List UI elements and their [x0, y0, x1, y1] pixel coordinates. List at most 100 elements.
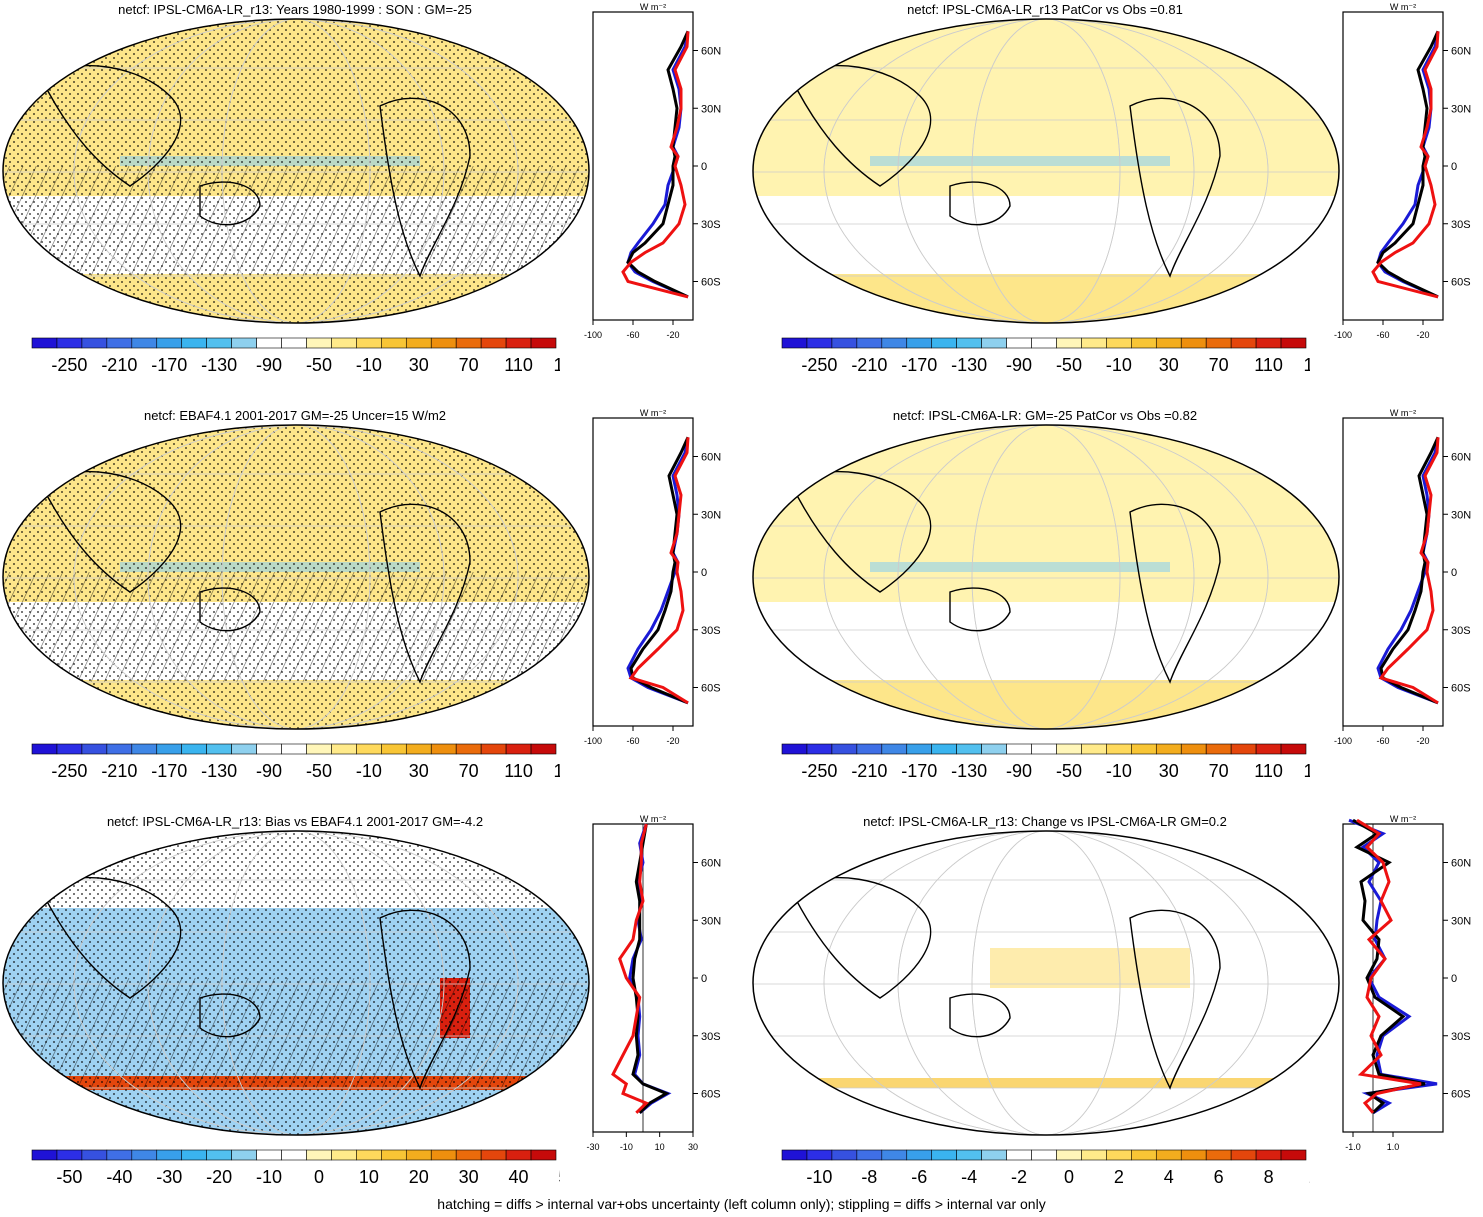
colorbar-swatch: [181, 337, 207, 349]
southern-change: [753, 1078, 1339, 1088]
colorbar-swatch: [381, 1149, 407, 1161]
colorbar-swatch: [956, 1149, 982, 1161]
colorbar-swatch: [1031, 337, 1057, 349]
colorbar-label: -50: [1056, 761, 1082, 781]
colorbar-swatch: [455, 743, 482, 755]
world-map: [752, 424, 1340, 730]
colorbar-swatch: [480, 337, 507, 349]
colorbar-swatch: [530, 337, 557, 349]
profile-unit: W m⁻²: [640, 408, 666, 418]
zonal-profile: W m⁻² 60N 30N 0 30S 60S -100 -60 -20: [584, 2, 721, 340]
map-panel-1: netcf: IPSL-CM6A-LR_r13: Years 1980-1999…: [0, 0, 741, 405]
world-map: [752, 830, 1340, 1136]
profile-series-1: [1348, 818, 1438, 1115]
colorbar-swatch: [1180, 1149, 1207, 1161]
colorbar-label: -250: [801, 761, 837, 781]
hatching: [3, 572, 589, 682]
colorbar-swatch: [1230, 337, 1257, 349]
colorbar-label: 70: [1209, 355, 1229, 375]
colorbar-swatch: [881, 337, 908, 349]
colorbar: -250 -210 -170 -130 -90 -50 -10 30 70 110 150: [31, 337, 560, 375]
graticule: [147, 831, 445, 1135]
profile-series-2: [1352, 818, 1426, 1114]
colorbar-label: -210: [851, 761, 887, 781]
colorbar-swatch: [856, 337, 883, 349]
colorbar-swatch: [31, 743, 58, 755]
colorbar-swatch: [505, 1149, 532, 1161]
lat-label: 60N: [701, 46, 721, 58]
graticule: [971, 425, 1121, 729]
colorbar-swatch: [931, 1149, 957, 1161]
zonal-profile: W m⁻² 60N 30N 0 30S 60S -100 -60 -20: [1334, 408, 1471, 746]
lat-label: 60S: [1451, 1089, 1471, 1101]
profile-series-1: [1376, 437, 1440, 705]
colorbar-swatch: [231, 1149, 257, 1161]
colorbar-swatch: [405, 743, 432, 755]
colorbar-swatch: [1280, 1149, 1307, 1161]
colorbar-swatch: [231, 337, 257, 349]
colorbar-swatch: [31, 1149, 58, 1161]
colorbar-swatch: [856, 743, 883, 755]
lat-label: 60S: [701, 683, 721, 695]
colorbar: -250 -210 -170 -130 -90 -50 -10 30 70 110 150: [781, 743, 1310, 781]
lat-label: 30S: [701, 219, 721, 231]
colorbar-swatch: [156, 337, 183, 349]
colorbar-swatch: [331, 337, 357, 349]
colorbar-swatch: [906, 1149, 933, 1161]
colorbar-label: 10: [359, 1167, 379, 1187]
colorbar-swatch: [331, 743, 357, 755]
lat-label: 60N: [701, 452, 721, 464]
colorbar-swatch: [1180, 743, 1207, 755]
colorbar-swatch: [181, 1149, 207, 1161]
colorbar-swatch: [806, 337, 833, 349]
map-title: netcf: EBAF4.1 2001-2017 GM=-25 Uncer=15…: [143, 408, 447, 423]
lat-label: 0: [701, 973, 707, 985]
colorbar-swatch: [831, 743, 858, 755]
world-map: [2, 830, 590, 1136]
colorbar-label: 40: [509, 1167, 529, 1187]
colorbar-swatch: [1006, 1149, 1032, 1161]
map-panel-3: netcf: EBAF4.1 2001-2017 GM=-25 Uncer=15…: [0, 406, 741, 811]
colorbar-swatch: [781, 743, 808, 755]
colorbar-swatch: [981, 337, 1007, 349]
graticule: [823, 425, 1269, 729]
graticule: [73, 831, 519, 1135]
graticule: [823, 19, 1269, 323]
profile-series-3: [621, 31, 690, 299]
colorbar-swatch: [881, 1149, 908, 1161]
colorbar-label: 150: [1303, 355, 1310, 375]
colorbar: -10 -8 -6 -4 -2 0 2 4 6 8 10: [781, 1149, 1310, 1187]
colorbar-swatch: [781, 337, 808, 349]
lat-label: 60S: [701, 1089, 721, 1101]
colorbar-swatch: [106, 337, 133, 349]
x-tick-label: -100: [1334, 330, 1352, 340]
zonal-profile: W m⁻² 60N 30N 0 30S 60S -1.0 1.0: [1342, 814, 1471, 1152]
colorbar-swatch: [256, 743, 282, 755]
colorbar-swatch: [455, 1149, 482, 1161]
colorbar-label: -210: [101, 761, 137, 781]
colorbar: -50 -40 -30 -20 -10 0 10 20 30 40 50: [31, 1149, 560, 1187]
colorbar-swatch: [131, 1149, 158, 1161]
zonal-profile: W m⁻² 60N 30N 0 30S 60S -100 -60 -20: [1334, 2, 1471, 340]
map-panel-5: netcf: IPSL-CM6A-LR_r13: Bias vs EBAF4.1…: [0, 812, 741, 1217]
colorbar-swatch: [1131, 337, 1157, 349]
lat-label: 60N: [1451, 46, 1471, 58]
map-border: [2, 830, 590, 1136]
lat-label: 30N: [1451, 103, 1471, 115]
colorbar-swatch: [281, 1149, 307, 1161]
colorbar-swatch: [156, 743, 183, 755]
profile-series-2: [1379, 436, 1440, 705]
colorbar-label: -50: [1056, 355, 1082, 375]
colorbar-swatch: [131, 743, 158, 755]
graticule: [971, 19, 1121, 323]
world-map: [752, 18, 1340, 324]
x-tick-label: -20: [1416, 736, 1429, 746]
colorbar-swatch: [856, 1149, 883, 1161]
coastlines: [789, 64, 1221, 278]
map-title: netcf: IPSL-CM6A-LR_r13: Bias vs EBAF4.1…: [106, 814, 484, 829]
lat-label: 0: [1451, 567, 1457, 579]
x-tick-label: -100: [584, 736, 602, 746]
tropical-change: [990, 948, 1190, 988]
colorbar-swatch: [1280, 743, 1307, 755]
colorbar-swatch: [81, 743, 108, 755]
